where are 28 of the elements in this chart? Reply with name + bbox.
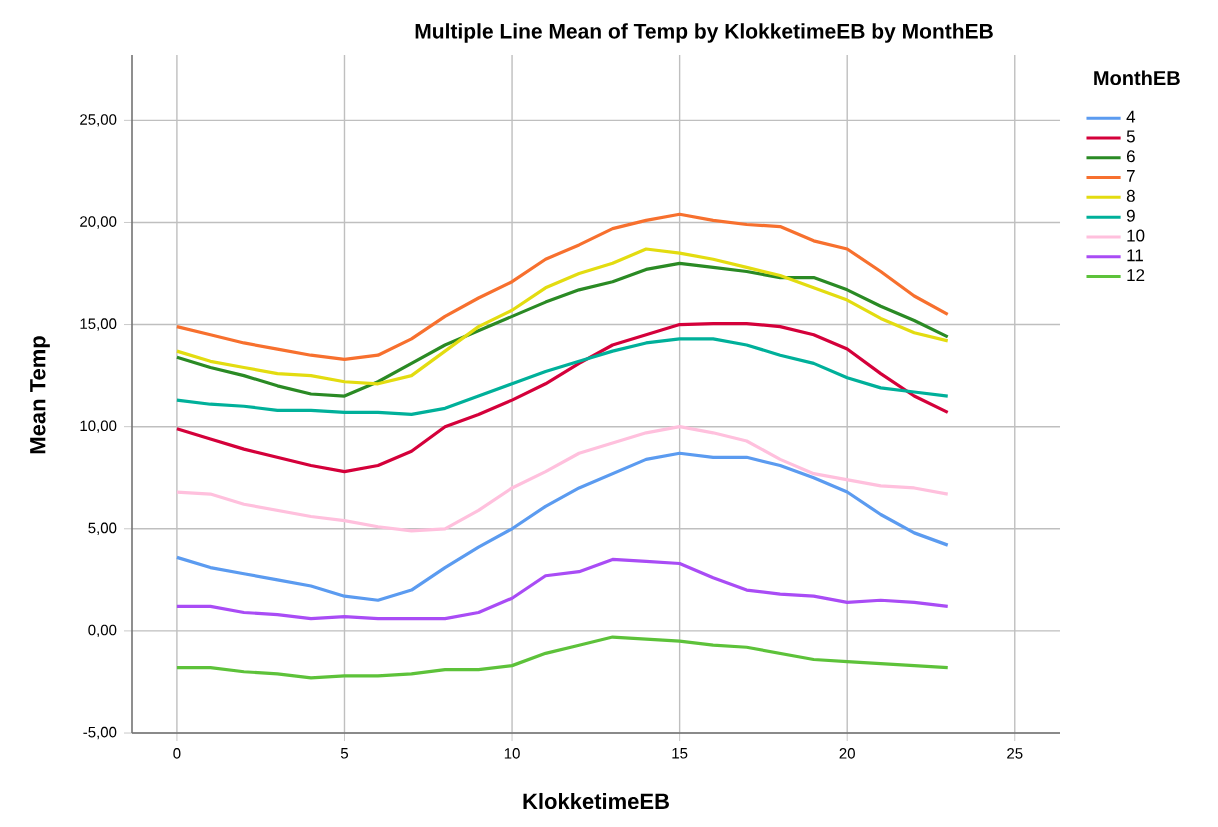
legend-label: 8 (1126, 189, 1135, 202)
y-axis-title: Mean Temp (30, 336, 50, 454)
line-series (175, 337, 950, 417)
line-series (175, 212, 950, 361)
legend-label: 12 (1127, 269, 1145, 281)
legend-title: MonthEB (1094, 70, 1180, 86)
y-tick-label: 25,00 (80, 114, 117, 127)
y-tick-label: 15,00 (80, 318, 117, 331)
y-tick-label: 0,00 (88, 624, 117, 638)
chart-title: Multiple Line Mean of Temp by KlokketimeEB by MonthEB (415, 23, 993, 43)
y-tick-label: -5,00 (83, 726, 117, 740)
legend-label: 7 (1127, 170, 1135, 182)
x-tick-label: 10 (504, 748, 520, 759)
legend-label: 6 (1127, 150, 1135, 163)
legend-label: 11 (1127, 249, 1143, 262)
y-tick-label: 5,00 (88, 522, 117, 535)
x-tick-label: 0 (173, 748, 181, 759)
x-tick-label: 20 (839, 748, 855, 759)
legend-label: 10 (1127, 229, 1145, 242)
x-axis-title: KlokketimeEB (523, 792, 669, 810)
y-tick-label: 10,00 (80, 420, 117, 433)
y-tick-label: 20,00 (80, 216, 117, 229)
x-tick-label: 15 (672, 748, 688, 759)
x-tick-label: 25 (1007, 748, 1023, 759)
legend-label: 5 (1126, 130, 1135, 143)
legend-label: 9 (1126, 209, 1135, 222)
x-tick-label: 5 (340, 748, 349, 759)
legend-label: 4 (1126, 110, 1136, 123)
